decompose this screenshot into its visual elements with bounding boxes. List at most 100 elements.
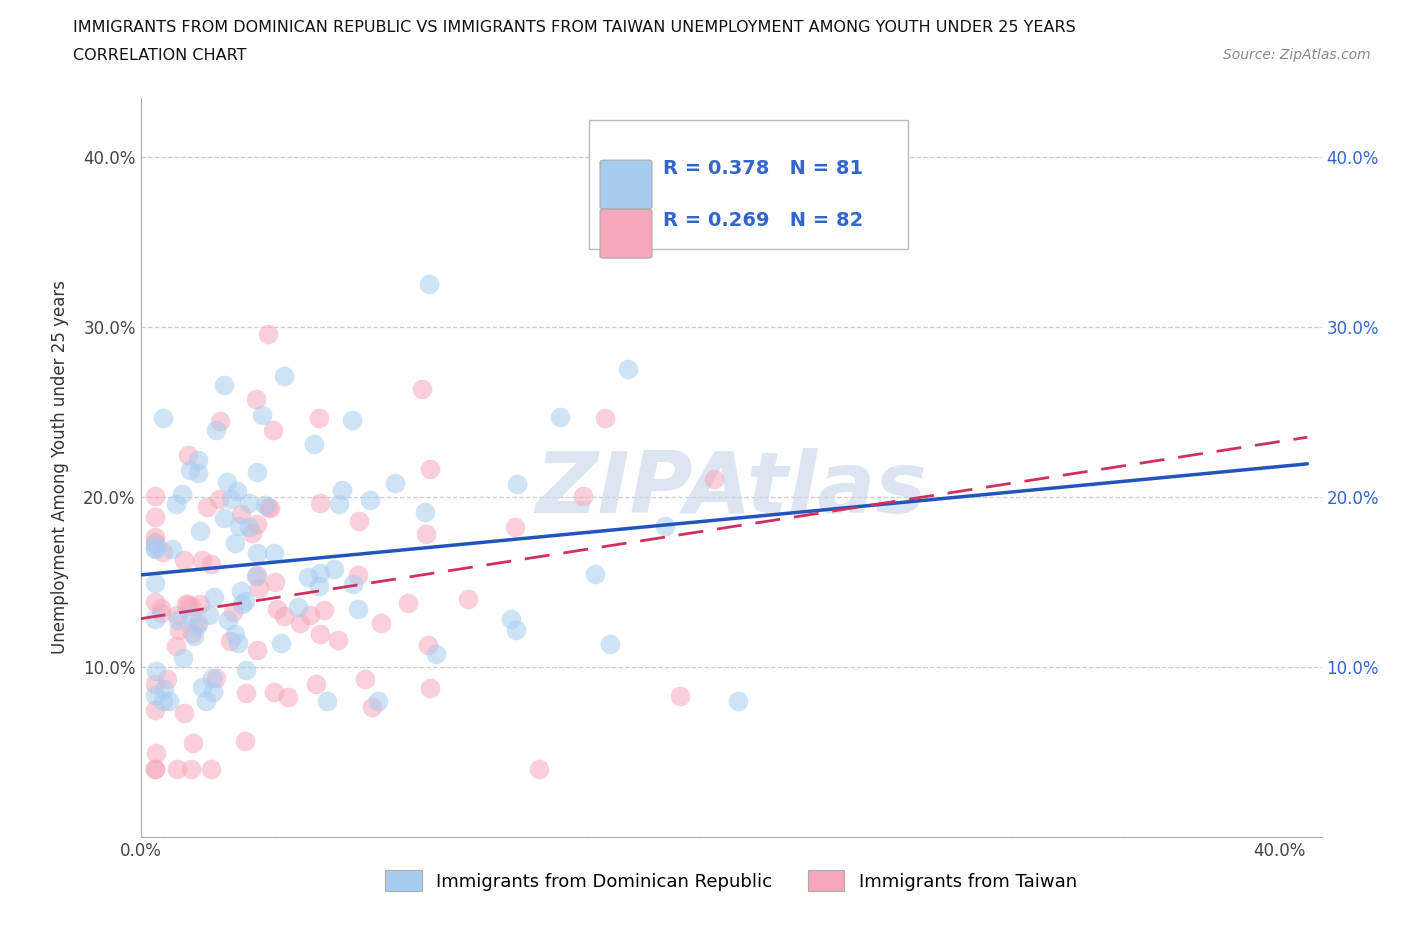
Point — [411, 381, 433, 396]
Point — [370, 615, 392, 630]
Point — [200, 762, 222, 777]
Text: R = 0.269   N = 82: R = 0.269 N = 82 — [662, 211, 863, 231]
Point — [188, 524, 211, 538]
Point — [347, 602, 370, 617]
Point — [233, 734, 256, 749]
Point — [180, 608, 202, 623]
Point — [308, 410, 330, 425]
Point — [384, 475, 406, 490]
Point — [166, 608, 188, 623]
Point — [195, 694, 218, 709]
Point — [304, 677, 326, 692]
Point — [195, 499, 218, 514]
Point — [143, 594, 166, 609]
Point — [245, 516, 267, 531]
Point — [616, 362, 638, 377]
Point — [145, 664, 167, 679]
Point — [342, 577, 364, 591]
Point — [309, 565, 332, 580]
Point — [143, 535, 166, 550]
Point — [548, 409, 571, 424]
Point — [167, 613, 190, 628]
Point — [149, 605, 172, 620]
FancyBboxPatch shape — [589, 120, 908, 249]
Point — [330, 483, 353, 498]
Point — [367, 694, 389, 709]
Point — [176, 447, 198, 462]
Text: ZIPAtlas: ZIPAtlas — [536, 448, 927, 531]
Point — [228, 518, 250, 533]
Point — [149, 601, 172, 616]
Point — [235, 663, 257, 678]
Point — [212, 510, 235, 525]
Point — [219, 492, 242, 507]
Point — [143, 529, 166, 544]
Point — [298, 607, 321, 622]
Point — [256, 326, 278, 341]
Point — [209, 414, 232, 429]
Point — [152, 682, 174, 697]
FancyBboxPatch shape — [600, 209, 652, 259]
Point — [419, 461, 441, 476]
Point — [187, 466, 209, 481]
Point — [177, 596, 200, 611]
Point — [179, 462, 201, 477]
Point — [208, 492, 231, 507]
Point — [197, 607, 219, 622]
Point — [233, 594, 256, 609]
Point — [654, 519, 676, 534]
Point — [240, 525, 263, 540]
Point — [143, 576, 166, 591]
Point — [183, 629, 205, 644]
Point — [263, 684, 285, 699]
Y-axis label: Unemployment Among Youth under 25 years: Unemployment Among Youth under 25 years — [52, 280, 69, 655]
Point — [727, 694, 749, 709]
Point — [166, 497, 188, 512]
Point — [503, 520, 526, 535]
Point — [170, 486, 193, 501]
Point — [224, 627, 246, 642]
Point — [205, 671, 228, 685]
Point — [143, 762, 166, 777]
Point — [202, 590, 225, 604]
Point — [505, 622, 527, 637]
Text: R = 0.378   N = 81: R = 0.378 N = 81 — [662, 160, 863, 179]
Point — [246, 567, 269, 582]
Point — [238, 496, 260, 511]
Point — [200, 556, 222, 571]
Point — [174, 596, 197, 611]
Point — [360, 699, 382, 714]
Legend: Immigrants from Dominican Republic, Immigrants from Taiwan: Immigrants from Dominican Republic, Immi… — [378, 863, 1084, 898]
Point — [152, 544, 174, 559]
Point — [215, 474, 238, 489]
Point — [415, 505, 437, 520]
Point — [214, 378, 236, 392]
Point — [288, 616, 311, 631]
Point — [245, 392, 267, 406]
Point — [703, 472, 725, 487]
Text: Source: ZipAtlas.com: Source: ZipAtlas.com — [1223, 48, 1371, 62]
Point — [259, 500, 281, 515]
Point — [527, 762, 550, 777]
Point — [501, 611, 523, 626]
Point — [273, 608, 295, 623]
Point — [264, 575, 287, 590]
Point — [152, 694, 174, 709]
Point — [270, 636, 292, 651]
Point — [224, 536, 246, 551]
Point — [316, 694, 339, 709]
Point — [308, 578, 330, 593]
Point — [506, 476, 529, 491]
Point — [152, 411, 174, 426]
Point — [263, 546, 285, 561]
Point — [180, 599, 202, 614]
Point — [143, 703, 166, 718]
Point — [143, 542, 166, 557]
Point — [246, 465, 269, 480]
Point — [250, 407, 273, 422]
Point — [145, 745, 167, 760]
Point — [323, 562, 346, 577]
Point — [595, 410, 617, 425]
Point — [669, 689, 692, 704]
Point — [229, 584, 252, 599]
